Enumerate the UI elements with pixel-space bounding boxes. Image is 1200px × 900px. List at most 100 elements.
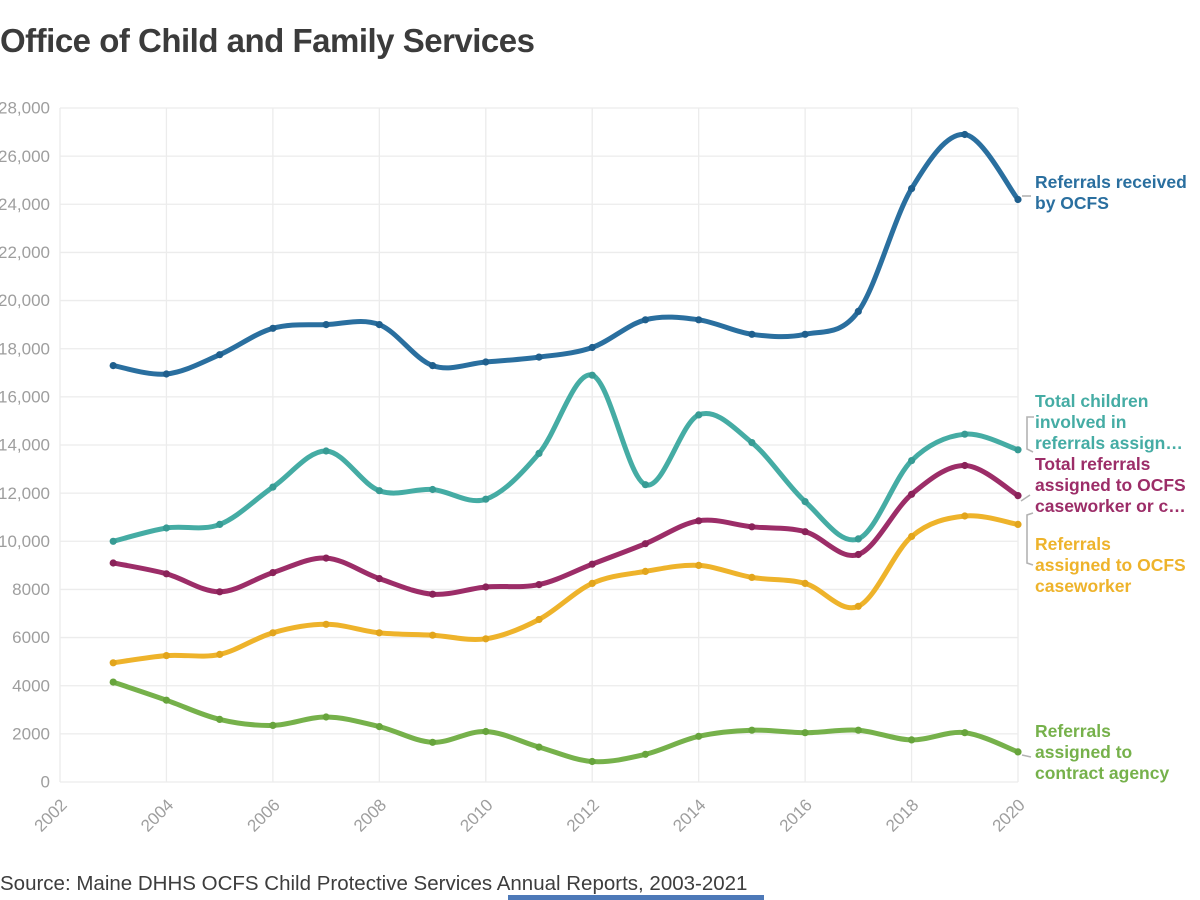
- x-tick-label: 2016: [776, 795, 816, 835]
- series-label-line: caseworker or c…: [1035, 496, 1186, 516]
- data-point: [641, 567, 650, 576]
- data-point: [854, 726, 862, 734]
- data-point: [216, 520, 224, 529]
- y-tick-label: 4000: [12, 676, 50, 695]
- x-tick-label: 2020: [989, 795, 1029, 835]
- data-point: [748, 726, 756, 734]
- data-point: [482, 495, 490, 503]
- x-tick-label: 2004: [137, 795, 177, 835]
- series-label-line: involved in: [1035, 412, 1127, 432]
- series-2: [109, 461, 1022, 598]
- series-line-1: [110, 372, 1021, 544]
- y-tick-label: 28,000: [0, 99, 50, 118]
- data-point: [588, 560, 596, 568]
- x-tick-label: 2018: [882, 795, 922, 835]
- y-tick-label: 24,000: [0, 195, 50, 214]
- data-point: [961, 729, 969, 737]
- source-credit: Source: Maine DHHS OCFS Child Protective…: [0, 872, 748, 895]
- data-point: [109, 659, 117, 667]
- data-point: [854, 602, 862, 610]
- data-point: [641, 481, 650, 489]
- y-tick-label: 26,000: [0, 147, 50, 166]
- data-point: [641, 316, 650, 324]
- data-point: [162, 370, 170, 378]
- data-point: [322, 620, 330, 628]
- data-point: [322, 713, 330, 721]
- gridlines: [59, 107, 1019, 783]
- data-point: [748, 573, 756, 582]
- x-tick-label: 2002: [31, 795, 71, 835]
- x-tick-label: 2010: [456, 795, 496, 835]
- data-point: [322, 447, 330, 455]
- data-point: [641, 750, 650, 758]
- data-point: [375, 629, 383, 637]
- data-point: [162, 652, 170, 660]
- data-point: [748, 330, 756, 338]
- data-point: [908, 490, 916, 498]
- series-3: [109, 512, 1022, 667]
- data-point: [269, 569, 277, 577]
- series-label-line: Referrals: [1035, 534, 1111, 554]
- data-point: [375, 321, 383, 329]
- x-tick-label: 2006: [244, 795, 284, 835]
- bottom-embed-bar: [508, 895, 764, 900]
- data-point: [854, 550, 862, 559]
- x-tick-label: 2014: [669, 795, 709, 835]
- data-point: [482, 635, 490, 643]
- series-line-4: [110, 679, 1021, 765]
- data-point: [588, 371, 596, 379]
- y-tick-label: 14,000: [0, 436, 50, 455]
- data-point: [482, 583, 490, 591]
- y-tick-label: 16,000: [0, 387, 50, 406]
- series-label-line: Referrals received: [1035, 172, 1187, 192]
- data-point: [269, 324, 277, 332]
- data-point: [162, 696, 170, 704]
- data-point: [801, 729, 809, 737]
- series-label-4: Referrals assigned to contract agency: [1035, 721, 1200, 784]
- series-label-line: contract agency: [1035, 763, 1170, 783]
- data-point: [1014, 748, 1022, 756]
- data-point: [216, 351, 224, 359]
- data-point: [1014, 446, 1022, 454]
- data-point: [588, 343, 596, 352]
- series-label-line: caseworker: [1035, 576, 1132, 596]
- data-point: [429, 485, 437, 494]
- series-label-line: Total children: [1035, 391, 1149, 411]
- data-point: [429, 631, 437, 639]
- data-point: [801, 528, 809, 536]
- data-point: [1014, 195, 1022, 204]
- series-label-line: Referrals: [1035, 721, 1111, 741]
- data-point: [961, 461, 969, 470]
- data-point: [216, 715, 224, 724]
- data-point: [961, 130, 969, 139]
- data-point: [269, 721, 277, 730]
- series-1: [109, 371, 1022, 545]
- data-point: [429, 362, 437, 370]
- y-tick-label: 6000: [12, 628, 50, 647]
- data-point: [109, 362, 117, 370]
- data-point: [375, 723, 383, 731]
- data-point: [908, 185, 916, 193]
- data-point: [908, 532, 916, 541]
- data-point: [109, 559, 117, 567]
- data-point: [375, 575, 383, 583]
- data-point: [695, 561, 703, 570]
- data-point: [695, 411, 703, 419]
- data-point: [482, 727, 490, 736]
- data-point: [1014, 520, 1022, 529]
- y-tick-label: 10,000: [0, 532, 50, 551]
- data-point: [429, 590, 437, 598]
- data-point: [908, 457, 916, 465]
- series-label-line: assigned to OCFS: [1035, 475, 1186, 495]
- data-point: [695, 316, 703, 324]
- series-label-3: Referrals assigned to OCFS caseworker: [1035, 534, 1200, 597]
- y-tick-label: 18,000: [0, 339, 50, 358]
- data-point: [482, 358, 490, 366]
- data-point: [535, 615, 543, 624]
- data-point: [801, 330, 809, 338]
- data-point: [588, 757, 596, 766]
- data-point: [801, 498, 809, 506]
- axis-ticks: 28,000 26,000 24,000 22,000 20,000 18,000 16,0…: [0, 99, 1029, 836]
- leader-line-4: [1021, 754, 1032, 758]
